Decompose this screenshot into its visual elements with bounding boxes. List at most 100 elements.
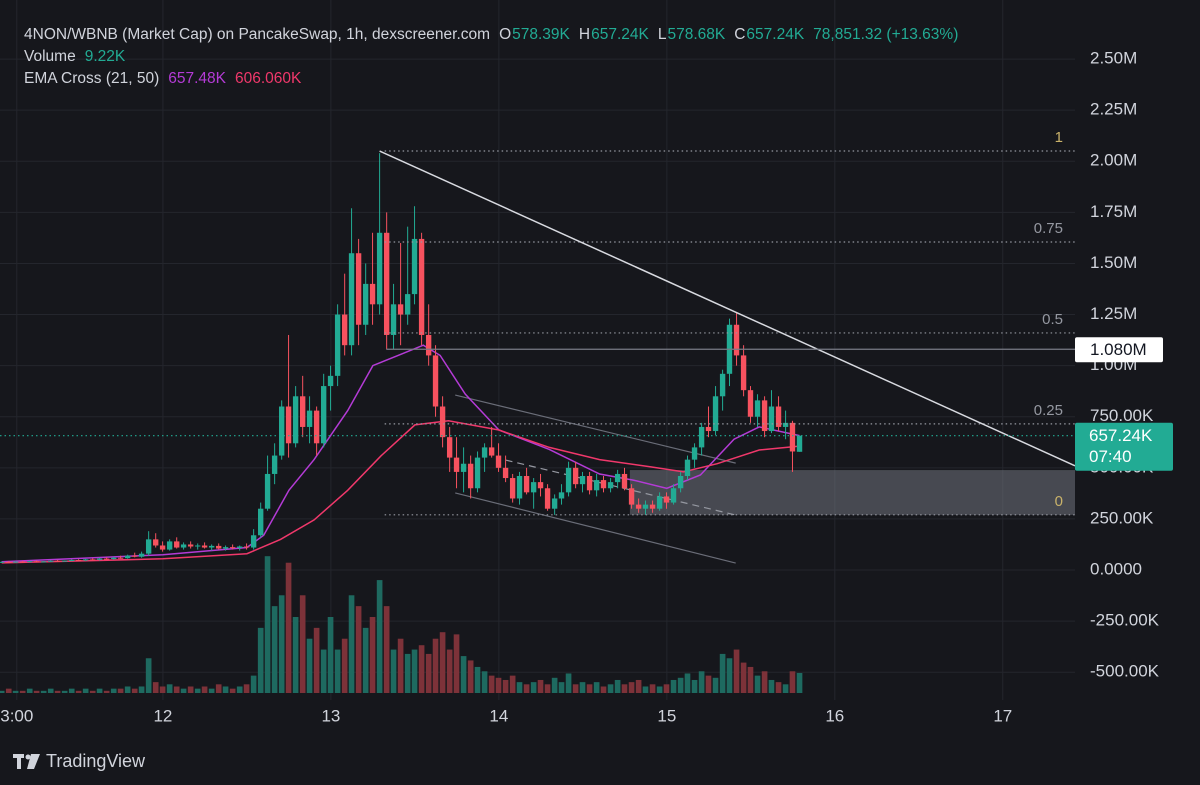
candle-body bbox=[775, 406, 782, 427]
candle-body bbox=[313, 410, 320, 444]
legend-key: L bbox=[658, 26, 667, 43]
volume-bar bbox=[551, 677, 558, 693]
volume-bar bbox=[222, 686, 229, 693]
candle-body bbox=[418, 238, 425, 335]
candle-body bbox=[397, 304, 404, 315]
candle-body bbox=[90, 559, 96, 561]
volume-bar bbox=[152, 682, 159, 693]
volume-bar bbox=[467, 660, 474, 693]
y-tick-label: 2.50M bbox=[1090, 49, 1137, 68]
candle-body bbox=[530, 482, 537, 493]
candle-body bbox=[789, 422, 796, 452]
volume-bar bbox=[530, 682, 537, 693]
y-tick-label: 750.00K bbox=[1090, 406, 1154, 425]
volume-bar bbox=[747, 666, 754, 693]
volume-bar bbox=[488, 675, 495, 693]
volume-bar bbox=[201, 686, 208, 693]
volume-bar bbox=[26, 688, 33, 693]
candle-body bbox=[250, 535, 257, 548]
candle-body bbox=[495, 455, 502, 468]
volume-bar bbox=[677, 677, 684, 693]
volume-bar bbox=[705, 675, 712, 693]
fib-label: 0 bbox=[1055, 493, 1063, 510]
candle-body bbox=[481, 447, 488, 458]
fib-label: 0.75 bbox=[1034, 220, 1063, 237]
candle-body bbox=[320, 386, 327, 444]
y-tick-label: -500.00K bbox=[1090, 662, 1160, 681]
candle-body bbox=[754, 400, 761, 417]
volume-bar bbox=[740, 662, 747, 693]
candle-body bbox=[376, 232, 383, 305]
volume-bar bbox=[131, 688, 138, 693]
candle-body bbox=[488, 447, 495, 456]
candle-body bbox=[0, 561, 5, 563]
candle-body bbox=[258, 508, 264, 536]
candle-body bbox=[796, 435, 803, 452]
legend-key: O bbox=[499, 26, 511, 43]
candle-body bbox=[621, 473, 628, 489]
watermark: TradingView bbox=[46, 751, 146, 771]
candle-body bbox=[467, 463, 474, 489]
candle-body bbox=[523, 476, 530, 493]
volume-bar bbox=[656, 686, 663, 693]
candle-body bbox=[551, 498, 558, 509]
candle-body bbox=[124, 555, 131, 559]
candle-body bbox=[425, 334, 432, 356]
candle-body bbox=[740, 355, 747, 391]
candle-body bbox=[404, 294, 411, 315]
volume-bar bbox=[110, 688, 117, 693]
candle-body bbox=[6, 561, 12, 563]
volume-bar bbox=[341, 638, 348, 693]
countdown-label: 07:40 bbox=[1089, 447, 1132, 466]
candle-body bbox=[138, 553, 145, 557]
volume-bar bbox=[103, 690, 110, 693]
volume-bar bbox=[271, 606, 278, 693]
candle-body bbox=[782, 422, 789, 427]
volume-bar bbox=[68, 688, 75, 693]
candle-body bbox=[558, 492, 565, 499]
candle-body bbox=[174, 541, 180, 548]
candle-body bbox=[279, 406, 285, 456]
volume-bar bbox=[40, 690, 47, 693]
candle-body bbox=[285, 406, 292, 444]
volume-bar bbox=[649, 684, 656, 693]
candle-body bbox=[390, 304, 397, 335]
candle-body bbox=[670, 488, 677, 503]
volume-bar bbox=[453, 634, 460, 693]
volume-bar bbox=[789, 671, 796, 693]
volume-bar bbox=[768, 679, 775, 693]
volume-bar bbox=[642, 686, 649, 693]
candle-body bbox=[264, 473, 271, 509]
volume-bar bbox=[124, 686, 131, 693]
candle-body bbox=[12, 561, 19, 563]
candle-body bbox=[166, 541, 173, 550]
volume-bar bbox=[537, 679, 544, 693]
candle-body bbox=[677, 476, 684, 489]
trendline bbox=[379, 150, 1076, 467]
volume-bar bbox=[544, 684, 551, 693]
volume-bar bbox=[166, 684, 173, 693]
candle-body bbox=[103, 558, 110, 560]
candle-body bbox=[628, 488, 635, 505]
x-tick-label: 17 bbox=[993, 706, 1012, 725]
candle-body bbox=[40, 561, 47, 563]
volume-bar bbox=[299, 595, 306, 693]
candle-body bbox=[579, 476, 586, 485]
volume-bar bbox=[733, 649, 740, 693]
volume-bar bbox=[229, 688, 236, 693]
volume-bar bbox=[54, 690, 61, 693]
volume-bar bbox=[320, 649, 327, 693]
volume-bar bbox=[796, 672, 803, 693]
volume-bar bbox=[425, 653, 432, 693]
volume-bar bbox=[586, 684, 593, 693]
legend-name: EMA Cross (21, 50) bbox=[24, 70, 159, 87]
y-tick-label: 1.75M bbox=[1090, 202, 1137, 221]
candle-body bbox=[334, 314, 341, 376]
legend-key: C bbox=[734, 26, 745, 43]
volume-bar bbox=[719, 653, 726, 693]
candle-body bbox=[733, 324, 740, 356]
volume-bar bbox=[47, 688, 54, 693]
legend-change: 78,851.32 (+13.63%) bbox=[813, 26, 958, 43]
